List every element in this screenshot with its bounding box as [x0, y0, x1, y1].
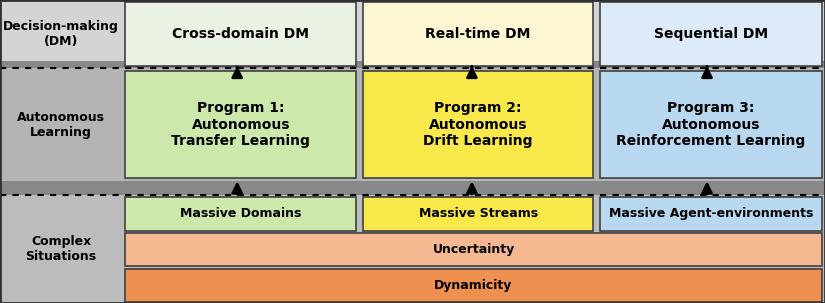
Bar [363, 2, 593, 66]
Bar [600, 197, 822, 231]
Bar [0, 181, 825, 195]
Text: Sequential DM: Sequential DM [653, 27, 768, 41]
Text: Massive Agent-environments: Massive Agent-environments [609, 207, 813, 220]
Text: Massive Domains: Massive Domains [180, 207, 302, 220]
Bar [0, 68, 825, 181]
Text: Decision-making
(DM): Decision-making (DM) [3, 20, 119, 48]
Bar [363, 197, 593, 231]
Text: Complex
Situations: Complex Situations [26, 235, 97, 263]
Text: Uncertainty: Uncertainty [432, 243, 515, 256]
Text: Dynamicity: Dynamicity [434, 279, 512, 292]
Text: Program 2:
Autonomous
Drift Learning: Program 2: Autonomous Drift Learning [423, 101, 533, 148]
Text: Massive Streams: Massive Streams [418, 207, 538, 220]
Bar [125, 233, 822, 266]
Bar [363, 71, 593, 178]
Bar [125, 269, 822, 302]
Text: Program 1:
Autonomous
Transfer Learning: Program 1: Autonomous Transfer Learning [172, 101, 310, 148]
Bar [600, 71, 822, 178]
Bar [0, 195, 825, 303]
Bar [125, 71, 356, 178]
Bar [600, 2, 822, 66]
Text: Real-time DM: Real-time DM [426, 27, 530, 41]
Bar [0, 0, 825, 68]
Text: Cross-domain DM: Cross-domain DM [172, 27, 309, 41]
Bar [0, 61, 825, 68]
Bar [125, 197, 356, 231]
Text: Program 3:
Autonomous
Reinforcement Learning: Program 3: Autonomous Reinforcement Lear… [616, 101, 805, 148]
Bar [125, 2, 356, 66]
Text: Autonomous
Learning: Autonomous Learning [17, 111, 105, 138]
